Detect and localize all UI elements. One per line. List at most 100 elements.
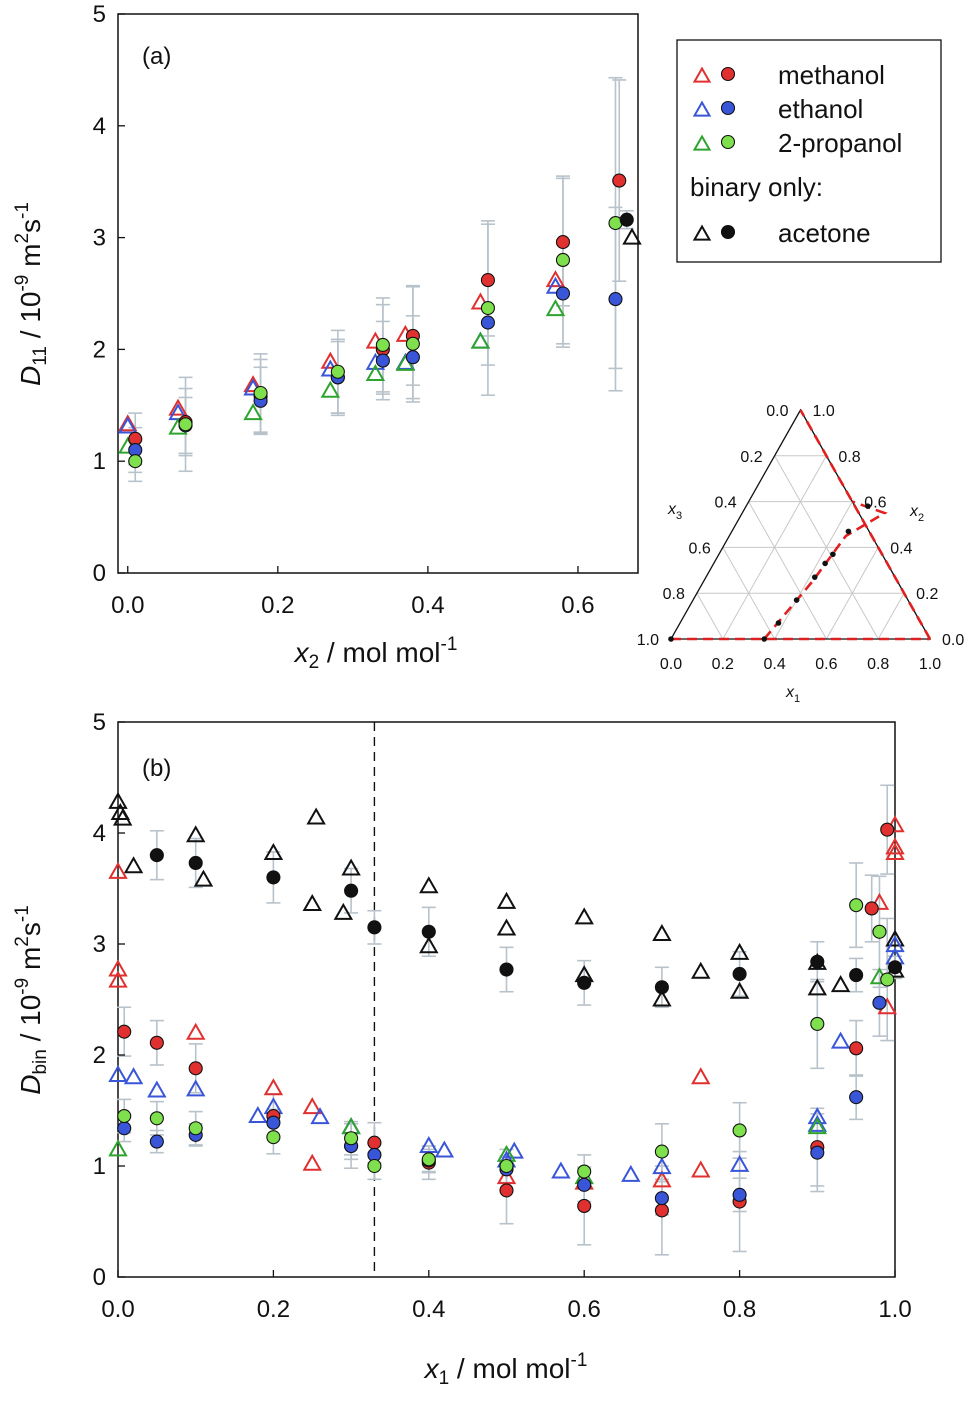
methanol-circle-marker [149, 1035, 164, 1050]
ethanol-triangle-marker [185, 1079, 206, 1097]
a-data-marks [118, 173, 642, 469]
legend-methanol-triangle-marker [692, 66, 712, 83]
yb-sup3: -1 [12, 905, 33, 922]
ya-unit2: m [15, 244, 46, 275]
ethanol-circle-marker [849, 1090, 864, 1105]
ternary-ticks: 0.0 0.0 0.0 0.2 0.2 0.2 0.4 0.4 0.4 0.6 0.6 0.6 0.8 0… [637, 403, 965, 673]
methanol-triangle-marker [652, 1170, 672, 1188]
methanol-triangle-marker [108, 970, 128, 988]
methanol-triangle-marker [691, 1160, 711, 1178]
ternary-tick-x3: 0.4 [714, 495, 736, 512]
legend-ethanol-circle-marker [720, 100, 736, 116]
methanol-triangle-marker [869, 892, 890, 910]
acetone-triangle-marker [302, 894, 322, 912]
y-tick-label: 4 [93, 820, 106, 847]
b-data-marks [108, 791, 905, 1218]
legend: methanol ethanol 2-propanol binary only:… [676, 39, 942, 263]
acetone-triangle-marker [830, 975, 851, 993]
2-propanol-circle-marker [654, 1144, 669, 1159]
t2-sym: x [909, 503, 919, 520]
methanol-circle-marker [117, 1024, 132, 1039]
y-tick-label: 5 [93, 1, 106, 28]
y-axis-label-b: Dbin / 10-9 m2s-1 [12, 905, 51, 1095]
ternary-tick-x1: 0.6 [815, 656, 837, 673]
ethanol-triangle-marker [807, 1114, 828, 1132]
ethanol-circle-marker [480, 315, 495, 330]
ethanol-circle-marker [555, 286, 571, 301]
acetone-circle-marker [149, 848, 164, 863]
x-tick-label: 0.0 [111, 592, 144, 619]
acetone-circle-marker [654, 980, 669, 995]
ternary-tick-x1: 0.4 [763, 656, 785, 673]
2-propanol-triangle-marker [320, 380, 341, 398]
methanol-triangle-marker [545, 270, 566, 288]
ternary-grid [669, 408, 932, 640]
acetone-triangle-marker [496, 918, 517, 936]
ternary-points [668, 503, 871, 642]
acetone-triangle-marker [263, 842, 284, 860]
t1-sym: x [785, 684, 795, 701]
acetone-circle-marker [188, 855, 203, 871]
ternary-inset: 0.0 0.0 0.0 0.2 0.2 0.2 0.4 0.4 0.4 0.6 0.6 0.6 0.8 0… [637, 403, 965, 705]
methanol-circle-marker [864, 901, 879, 916]
ethanol-triangle-marker [652, 1157, 672, 1175]
ternary-tick-x1: 0.8 [867, 656, 889, 673]
ternary-label-x3: x3 [667, 501, 682, 522]
methanol-triangle-marker [263, 1078, 284, 1096]
a-error-bars [128, 76, 634, 483]
ethanol-triangle-marker [885, 935, 905, 953]
ethanol-triangle-marker [621, 1164, 641, 1182]
legend-methanol-circle-marker [720, 66, 736, 82]
2-propanol-circle-marker [810, 1016, 825, 1031]
2-propanol-circle-marker [128, 454, 143, 469]
acetone-triangle-marker [496, 891, 517, 909]
yb-unit2: m [15, 947, 46, 978]
y-tick-label: 3 [93, 225, 106, 252]
methanol-triangle-marker [691, 1067, 711, 1085]
x-tick-label: 0.0 [101, 1296, 134, 1323]
acetone-circle-marker [619, 212, 634, 227]
acetone-triangle-marker [112, 808, 133, 826]
ethanol-triangle-marker [729, 1154, 750, 1172]
ternary-point [793, 597, 800, 603]
y-tick-label: 0 [93, 560, 106, 587]
x-axis-label-b: x1 / mol mol-1 [423, 1350, 588, 1389]
ethanol-triangle-marker [248, 1106, 268, 1124]
acetone-triangle-marker [193, 869, 214, 887]
acetone-triangle-marker [729, 942, 750, 960]
ternary-tick-x1: 1.0 [919, 656, 941, 673]
legend-entry-methanol: methanol [778, 60, 885, 90]
t1-sub: 1 [794, 693, 800, 705]
t3-sub: 3 [676, 510, 682, 522]
acetone-circle-marker [732, 966, 747, 982]
ya-sub: 11 [30, 346, 51, 366]
x-tick-label: 0.2 [261, 592, 294, 619]
yb-sup1: -9 [12, 978, 33, 995]
y-tick-label: 1 [93, 448, 106, 475]
2-propanol-circle-marker [266, 1130, 281, 1145]
xa-sub: 2 [309, 652, 320, 673]
y-tick-label: 1 [93, 1153, 106, 1180]
ternary-tick-x3: 0.2 [740, 449, 762, 466]
acetone-circle-marker [577, 975, 592, 990]
acetone-triangle-marker [885, 929, 905, 947]
ethanol-triangle-marker [147, 1080, 167, 1098]
ya-sup3: -1 [12, 202, 33, 219]
ternary-frame [669, 408, 932, 640]
acetone-triangle-marker [807, 978, 828, 996]
ternary-dashed-path [799, 409, 932, 640]
x-tick-label: 0.6 [561, 592, 594, 619]
t3-sym: x [667, 501, 677, 518]
acetone-triangle-marker [185, 825, 206, 843]
y-tick-label: 2 [93, 336, 106, 363]
2-propanol-circle-marker [555, 252, 571, 268]
methanol-circle-marker [577, 1198, 592, 1214]
ternary-tick-x2: 0.8 [838, 449, 860, 466]
2-propanol-circle-marker [253, 385, 268, 401]
panel-a: 0 1 2 3 4 5 0.0 0.2 0.4 0.6 (a) methanol ethanol … [12, 1, 942, 673]
methanol-circle-marker [555, 235, 571, 250]
b-ticks: 0 1 2 3 4 5 0.0 0.2 0.4 0.6 0.8 1.0 [93, 709, 912, 1323]
legend-ethanol-triangle-marker [692, 100, 712, 117]
xa-sup: -1 [441, 634, 458, 655]
